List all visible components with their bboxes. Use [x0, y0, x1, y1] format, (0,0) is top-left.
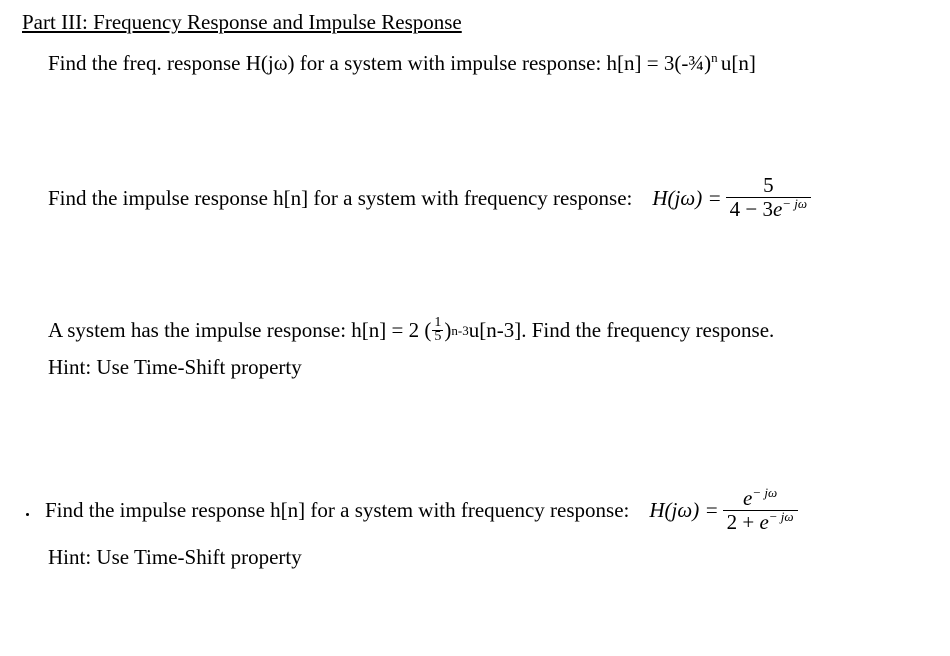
bullet-dot — [26, 513, 29, 516]
fraction-denominator: 2 + e− jω — [723, 510, 798, 533]
problem-2-fraction: 5 4 − 3e− jω — [726, 175, 812, 220]
problem-3-line1: A system has the impulse response: h[n] … — [48, 316, 928, 344]
fraction-denominator: 4 − 3e− jω — [726, 197, 812, 220]
den-text: 4 − 3 — [730, 197, 773, 221]
problem-4: Find the impulse response h[n] for a sys… — [26, 488, 928, 533]
sfrac-den: 5 — [432, 330, 443, 344]
document-page: Part III: Frequency Response and Impulse… — [0, 0, 950, 570]
p3-close-paren: ) — [444, 316, 451, 344]
den-text: 2 + — [727, 510, 760, 534]
p3-text-a: A system has the impulse response: h[n] … — [48, 316, 431, 344]
num-exp: − jω — [752, 485, 777, 500]
problem-4-eq-lhs: H(jω) = — [649, 496, 718, 524]
problem-2: Find the impulse response h[n] for a sys… — [48, 175, 928, 220]
den-e: e — [759, 510, 768, 534]
superscript-n: n — [711, 50, 721, 65]
problem-2-text: Find the impulse response h[n] for a sys… — [48, 184, 632, 212]
problem-1-text: Find the freq. response H(jω) for a syst… — [48, 51, 711, 75]
fraction-numerator: 5 — [759, 175, 778, 196]
den-e: e — [773, 197, 782, 221]
p3-text-c: u[n-3]. Find the frequency response. — [469, 316, 775, 344]
problem-4-fraction: e− jω 2 + e− jω — [723, 488, 798, 533]
den-exp: − jω — [782, 196, 807, 211]
problem-4-text: Find the impulse response h[n] for a sys… — [45, 496, 629, 524]
section-title: Part III: Frequency Response and Impulse… — [22, 10, 928, 35]
problem-3-hint: Hint: Use Time-Shift property — [48, 355, 928, 380]
fraction-numerator: e− jω — [739, 488, 781, 509]
den-exp: − jω — [769, 509, 794, 524]
inline-fraction-1-5: 1 5 — [432, 317, 443, 343]
problem-1-tail: u[n] — [721, 51, 756, 75]
problem-2-eq-lhs: H(jω) = — [652, 184, 721, 212]
problem-4-hint: Hint: Use Time-Shift property — [48, 545, 928, 570]
problem-1: Find the freq. response H(jω) for a syst… — [48, 49, 928, 77]
problem-3: A system has the impulse response: h[n] … — [48, 316, 928, 344]
num-e: e — [743, 486, 752, 510]
